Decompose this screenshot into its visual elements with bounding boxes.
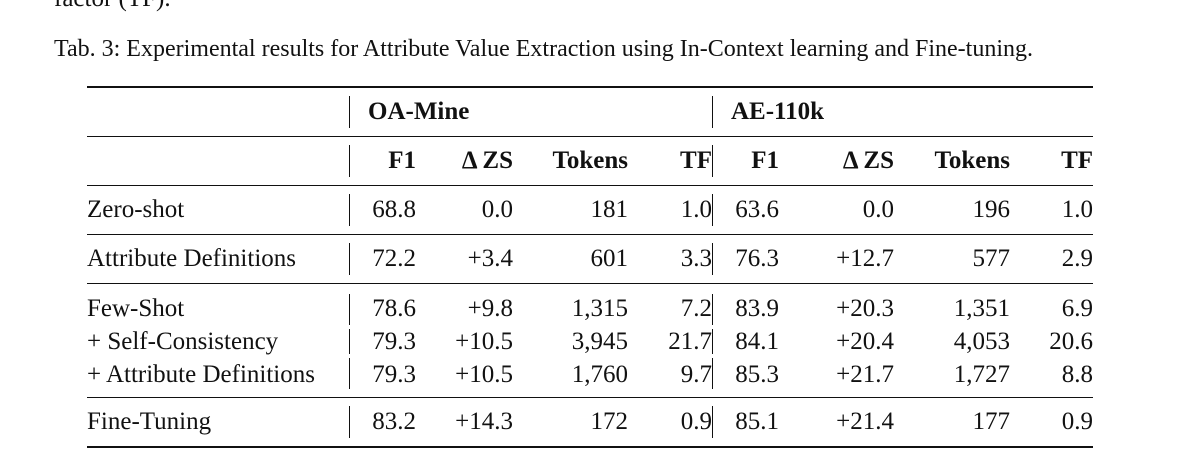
cell-value: 78.6 xyxy=(349,284,416,326)
cell-value: +14.3 xyxy=(416,397,513,448)
cell-value: 1,351 xyxy=(953,294,1010,322)
cell-value: 1,727 xyxy=(894,358,1010,398)
cell-value: 0.0 xyxy=(416,185,513,235)
table-row: + Attribute Definitions 79.3 +10.5 1,760… xyxy=(87,358,1094,398)
cell-value: 3.3 xyxy=(628,234,712,284)
results-table-container: OA-Mine AE-110k F1 Δ ZS Tokens TF F1 Δ Z… xyxy=(87,86,1094,448)
cell-value: +21.4 xyxy=(779,397,894,448)
cell-value: 68.8 xyxy=(349,185,416,235)
cell-value: 63.6 xyxy=(712,185,779,235)
empty-corner-cell xyxy=(87,86,349,137)
previous-paragraph-line: factor (TF). xyxy=(54,0,171,14)
cell-value: 1,760 xyxy=(513,358,628,398)
cell-value: 1.0 xyxy=(1010,185,1094,235)
row-label: Zero-shot xyxy=(87,185,349,235)
group-header-row: OA-Mine AE-110k xyxy=(87,86,1094,137)
cell-value: 85.1 xyxy=(712,397,779,448)
cell-value: +10.5 xyxy=(455,327,513,355)
cell-value: 21.7 xyxy=(668,327,712,355)
group-header-ae-110k: AE-110k xyxy=(712,86,1094,137)
table-caption: Tab. 3: Experimental results for Attribu… xyxy=(54,36,1033,62)
row-label: Few-Shot xyxy=(87,294,185,322)
cell-value: +20.4 xyxy=(836,327,894,355)
column-header-f1: F1 xyxy=(712,136,779,186)
row-label: Attribute Definitions xyxy=(87,234,349,284)
column-header-tf: TF xyxy=(1010,136,1094,186)
cell-value: +21.7 xyxy=(779,358,894,398)
cell-value: 85.3 xyxy=(712,358,779,398)
row-label: + Attribute Definitions xyxy=(87,358,349,398)
cell-value: 0.0 xyxy=(779,185,894,235)
cell-value: 0.9 xyxy=(628,397,712,448)
table-row: Attribute Definitions 72.2 +3.4 601 3.3 … xyxy=(87,234,1094,284)
cell-value: 79.3 xyxy=(349,325,416,358)
row-label: Fine-Tuning xyxy=(87,397,349,448)
cell-value: 1,315 xyxy=(571,294,628,322)
table-row: + Self-Consistency 79.3 +10.5 3,945 21.7… xyxy=(87,325,1093,358)
cell-value: 181 xyxy=(513,185,628,235)
cell-value: 577 xyxy=(894,234,1010,284)
cell-value: 83.2 xyxy=(349,397,416,448)
column-header-tokens: Tokens xyxy=(513,136,628,186)
cell-value: 4,053 xyxy=(953,327,1010,355)
cell-value: +9.8 xyxy=(467,294,513,322)
table-row: Few-Shot 78.6 +9.8 1,315 7.2 83.9 +20.3 … xyxy=(87,284,1093,326)
cell-value: 84.1 xyxy=(712,325,779,358)
cell-value: 177 xyxy=(894,397,1010,448)
cell-value: 3,945 xyxy=(571,327,628,355)
row-label: + Self-Consistency xyxy=(87,327,279,355)
cell-value: +10.5 xyxy=(416,358,513,398)
empty-corner-cell xyxy=(87,136,349,186)
cell-value: 196 xyxy=(894,185,1010,235)
cell-value: 72.2 xyxy=(349,234,416,284)
column-header-row: F1 Δ ZS Tokens TF F1 Δ ZS Tokens TF xyxy=(87,136,1094,186)
column-header-tf: TF xyxy=(628,136,712,186)
column-header-f1: F1 xyxy=(349,136,416,186)
group-header-oa-mine: OA-Mine xyxy=(349,86,712,137)
cell-value: 601 xyxy=(513,234,628,284)
cell-value: 6.9 xyxy=(1061,294,1094,322)
cell-value: 20.6 xyxy=(1049,327,1094,355)
table-row: Fine-Tuning 83.2 +14.3 172 0.9 85.1 +21.… xyxy=(87,397,1094,448)
cell-value: 9.7 xyxy=(628,358,712,398)
cell-value: 1.0 xyxy=(628,185,712,235)
cell-value: 8.8 xyxy=(1010,358,1094,398)
cell-value: +3.4 xyxy=(416,234,513,284)
cell-value: 83.9 xyxy=(712,284,779,326)
cell-value: 0.9 xyxy=(1010,397,1094,448)
cell-value: 76.3 xyxy=(712,234,779,284)
table-row: Zero-shot 68.8 0.0 181 1.0 63.6 0.0 196 … xyxy=(87,185,1094,235)
cell-value: 2.9 xyxy=(1010,234,1094,284)
cell-value: +12.7 xyxy=(779,234,894,284)
column-header-delta-zs: Δ ZS xyxy=(416,136,513,186)
cell-value: +20.3 xyxy=(836,294,894,322)
cell-value: 7.2 xyxy=(680,294,712,322)
results-table: OA-Mine AE-110k F1 Δ ZS Tokens TF F1 Δ Z… xyxy=(87,86,1094,448)
column-header-tokens: Tokens xyxy=(894,136,1010,186)
column-header-delta-zs: Δ ZS xyxy=(779,136,894,186)
cell-value: 79.3 xyxy=(349,358,416,398)
cell-value: 172 xyxy=(513,397,628,448)
